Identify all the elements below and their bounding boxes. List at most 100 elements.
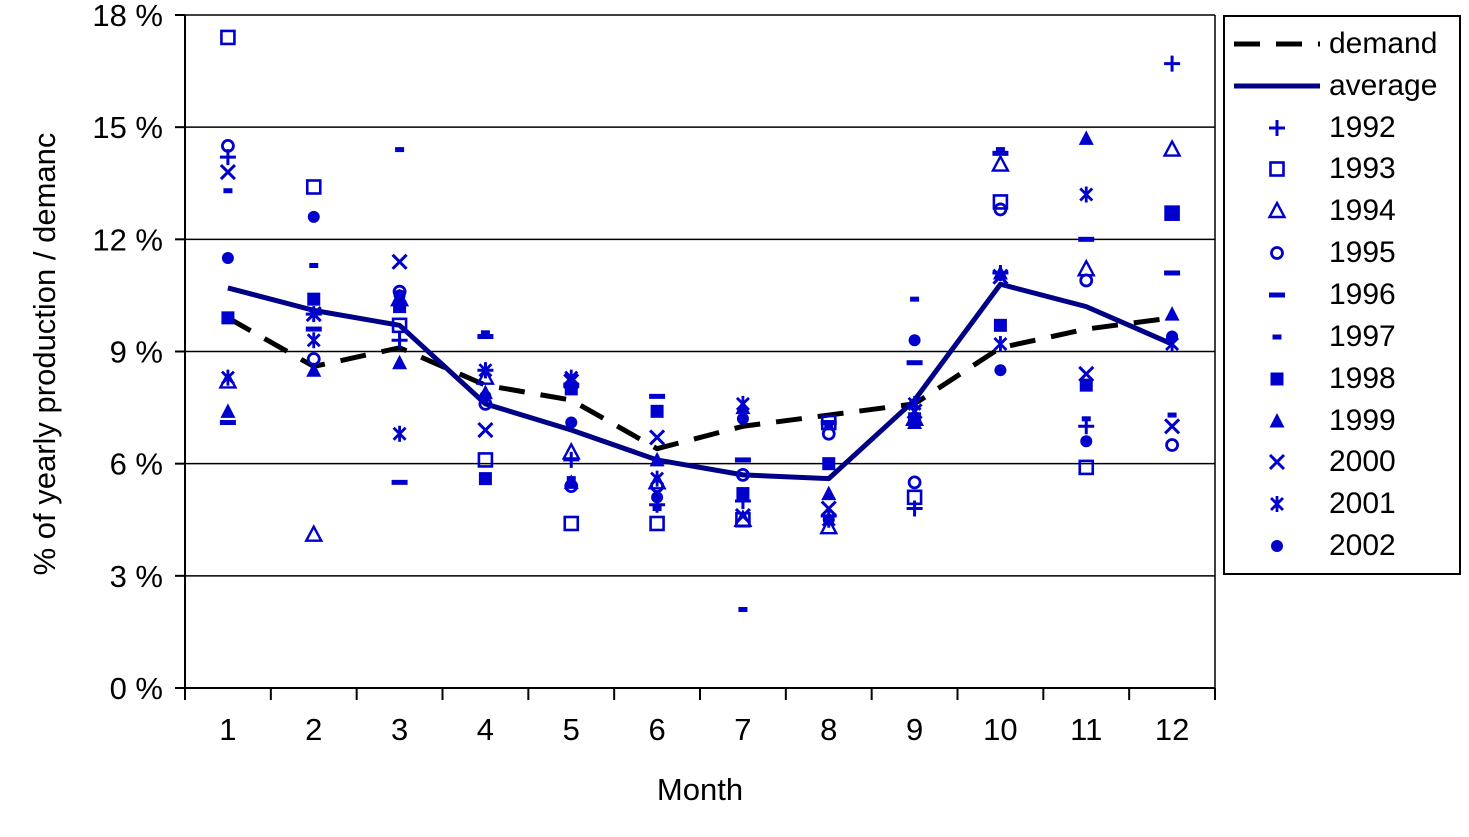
marker-circle-filled bbox=[822, 513, 835, 526]
marker-triangle-filled bbox=[392, 354, 408, 370]
marker-dash-long bbox=[1164, 270, 1181, 276]
marker-dash-short bbox=[910, 296, 920, 302]
x-tick-label: 9 bbox=[906, 712, 923, 747]
demand-line bbox=[226, 315, 1173, 452]
legend-sample-1993 bbox=[1225, 157, 1329, 181]
marker-dash-short bbox=[652, 506, 662, 512]
marker-square-open bbox=[305, 179, 322, 195]
marker-circle-filled bbox=[565, 416, 578, 429]
marker-circle-open bbox=[736, 467, 750, 482]
marker-asterisk bbox=[306, 332, 321, 349]
marker-square-filled bbox=[650, 404, 664, 418]
marker-triangle-filled bbox=[220, 403, 236, 418]
x-tick-label: 7 bbox=[734, 712, 751, 747]
x-tick-label: 12 bbox=[1155, 712, 1189, 747]
marker-circle-filled bbox=[1166, 330, 1179, 343]
marker-x-cross bbox=[391, 253, 408, 270]
marker-asterisk bbox=[1079, 186, 1094, 203]
marker-circle-filled bbox=[1080, 435, 1093, 448]
legend-label-2000: 2000 bbox=[1329, 445, 1396, 479]
marker-triangle-open bbox=[1076, 258, 1096, 277]
marker-circle-open bbox=[221, 138, 235, 153]
marker-circle-filled bbox=[221, 252, 234, 265]
x-tick-label: 2 bbox=[305, 712, 322, 747]
marker-plus bbox=[1164, 55, 1181, 72]
marker-plus bbox=[391, 332, 408, 349]
marker-dash-short bbox=[223, 188, 233, 194]
marker-triangle-open bbox=[1162, 139, 1182, 157]
marker-asterisk bbox=[993, 336, 1008, 353]
marker-square-open bbox=[391, 317, 408, 334]
marker-dash-short bbox=[395, 147, 405, 153]
legend: demand average 1992 1993 1994 1995 1996 1997 199… bbox=[1223, 15, 1461, 575]
marker-triangle-open bbox=[819, 516, 839, 535]
marker-circle-open bbox=[1079, 273, 1094, 288]
legend-sample-demand bbox=[1225, 32, 1329, 56]
marker-dash-long bbox=[219, 420, 236, 426]
legend-label-1997: 1997 bbox=[1329, 319, 1396, 353]
marker-square-open bbox=[649, 515, 665, 532]
marker-x-cross bbox=[1164, 418, 1181, 435]
marker-circle-filled bbox=[651, 491, 664, 504]
marker-triangle-filled bbox=[306, 362, 322, 377]
marker-x-cross bbox=[477, 421, 494, 439]
marker-asterisk bbox=[735, 395, 750, 412]
marker-triangle-filled bbox=[1078, 130, 1094, 145]
marker-dash-short bbox=[1167, 412, 1177, 418]
marker-circle-filled bbox=[1271, 540, 1283, 553]
marker-dash-short bbox=[738, 606, 748, 612]
marker-asterisk bbox=[220, 369, 235, 386]
marker-asterisk bbox=[907, 395, 922, 412]
marker-x-cross bbox=[219, 163, 236, 181]
marker-triangle-filled bbox=[563, 474, 579, 489]
marker-triangle-filled bbox=[821, 485, 837, 501]
legend-label-2002: 2002 bbox=[1329, 529, 1396, 563]
marker-square-filled bbox=[221, 311, 235, 325]
average-line bbox=[227, 281, 1174, 482]
marker-x-cross bbox=[734, 507, 751, 525]
marker-x-cross bbox=[992, 268, 1009, 285]
legend-label-1998: 1998 bbox=[1329, 361, 1396, 395]
legend-item-1996: 1996 bbox=[1225, 275, 1459, 315]
legend-label-1996: 1996 bbox=[1329, 277, 1396, 311]
legend-sample-1997 bbox=[1225, 325, 1329, 349]
marker-square-filled bbox=[822, 457, 836, 471]
marker-asterisk bbox=[478, 362, 493, 379]
legend-item-demand: demand bbox=[1225, 24, 1459, 64]
marker-x-cross bbox=[649, 429, 666, 446]
marker-dash-long bbox=[906, 360, 923, 366]
legend-label-1995: 1995 bbox=[1329, 236, 1396, 270]
marker-square-open bbox=[906, 489, 923, 506]
marker-square-open bbox=[220, 29, 236, 46]
marker-square-filled bbox=[993, 318, 1007, 332]
marker-dash-long bbox=[1269, 292, 1285, 298]
marker-circle-filled bbox=[393, 289, 406, 302]
y-tick-label: 12 % bbox=[92, 222, 163, 257]
legend-label-average: average bbox=[1329, 68, 1438, 102]
marker-x-cross bbox=[1268, 454, 1286, 471]
marker-triangle-filled bbox=[992, 264, 1008, 280]
marker-square-filled bbox=[1165, 206, 1179, 220]
marker-dash-short bbox=[309, 263, 319, 269]
marker-asterisk bbox=[392, 425, 407, 442]
x-tick-label: 1 bbox=[219, 712, 236, 747]
marker-circle-filled bbox=[736, 412, 749, 425]
legend-sample-1998 bbox=[1225, 367, 1329, 391]
legend-label-1999: 1999 bbox=[1329, 403, 1396, 437]
legend-label-2001: 2001 bbox=[1329, 487, 1396, 521]
marker-dash-short bbox=[995, 147, 1005, 153]
x-tick-label: 4 bbox=[477, 712, 494, 747]
marker-square-open bbox=[563, 515, 580, 532]
y-tick-label: 6 % bbox=[110, 447, 163, 482]
marker-dash-long bbox=[992, 150, 1009, 156]
marker-triangle-open bbox=[304, 524, 324, 542]
marker-circle-open bbox=[1270, 246, 1284, 261]
marker-triangle-open bbox=[561, 441, 581, 460]
marker-dash-long bbox=[734, 457, 751, 463]
marker-triangle-filled bbox=[1269, 412, 1285, 428]
marker-dash-short bbox=[480, 330, 490, 336]
marker-circle-open bbox=[993, 202, 1008, 217]
marker-square-open bbox=[992, 194, 1009, 210]
y-tick-label: 18 % bbox=[92, 0, 163, 33]
legend-item-average: average bbox=[1225, 66, 1459, 106]
